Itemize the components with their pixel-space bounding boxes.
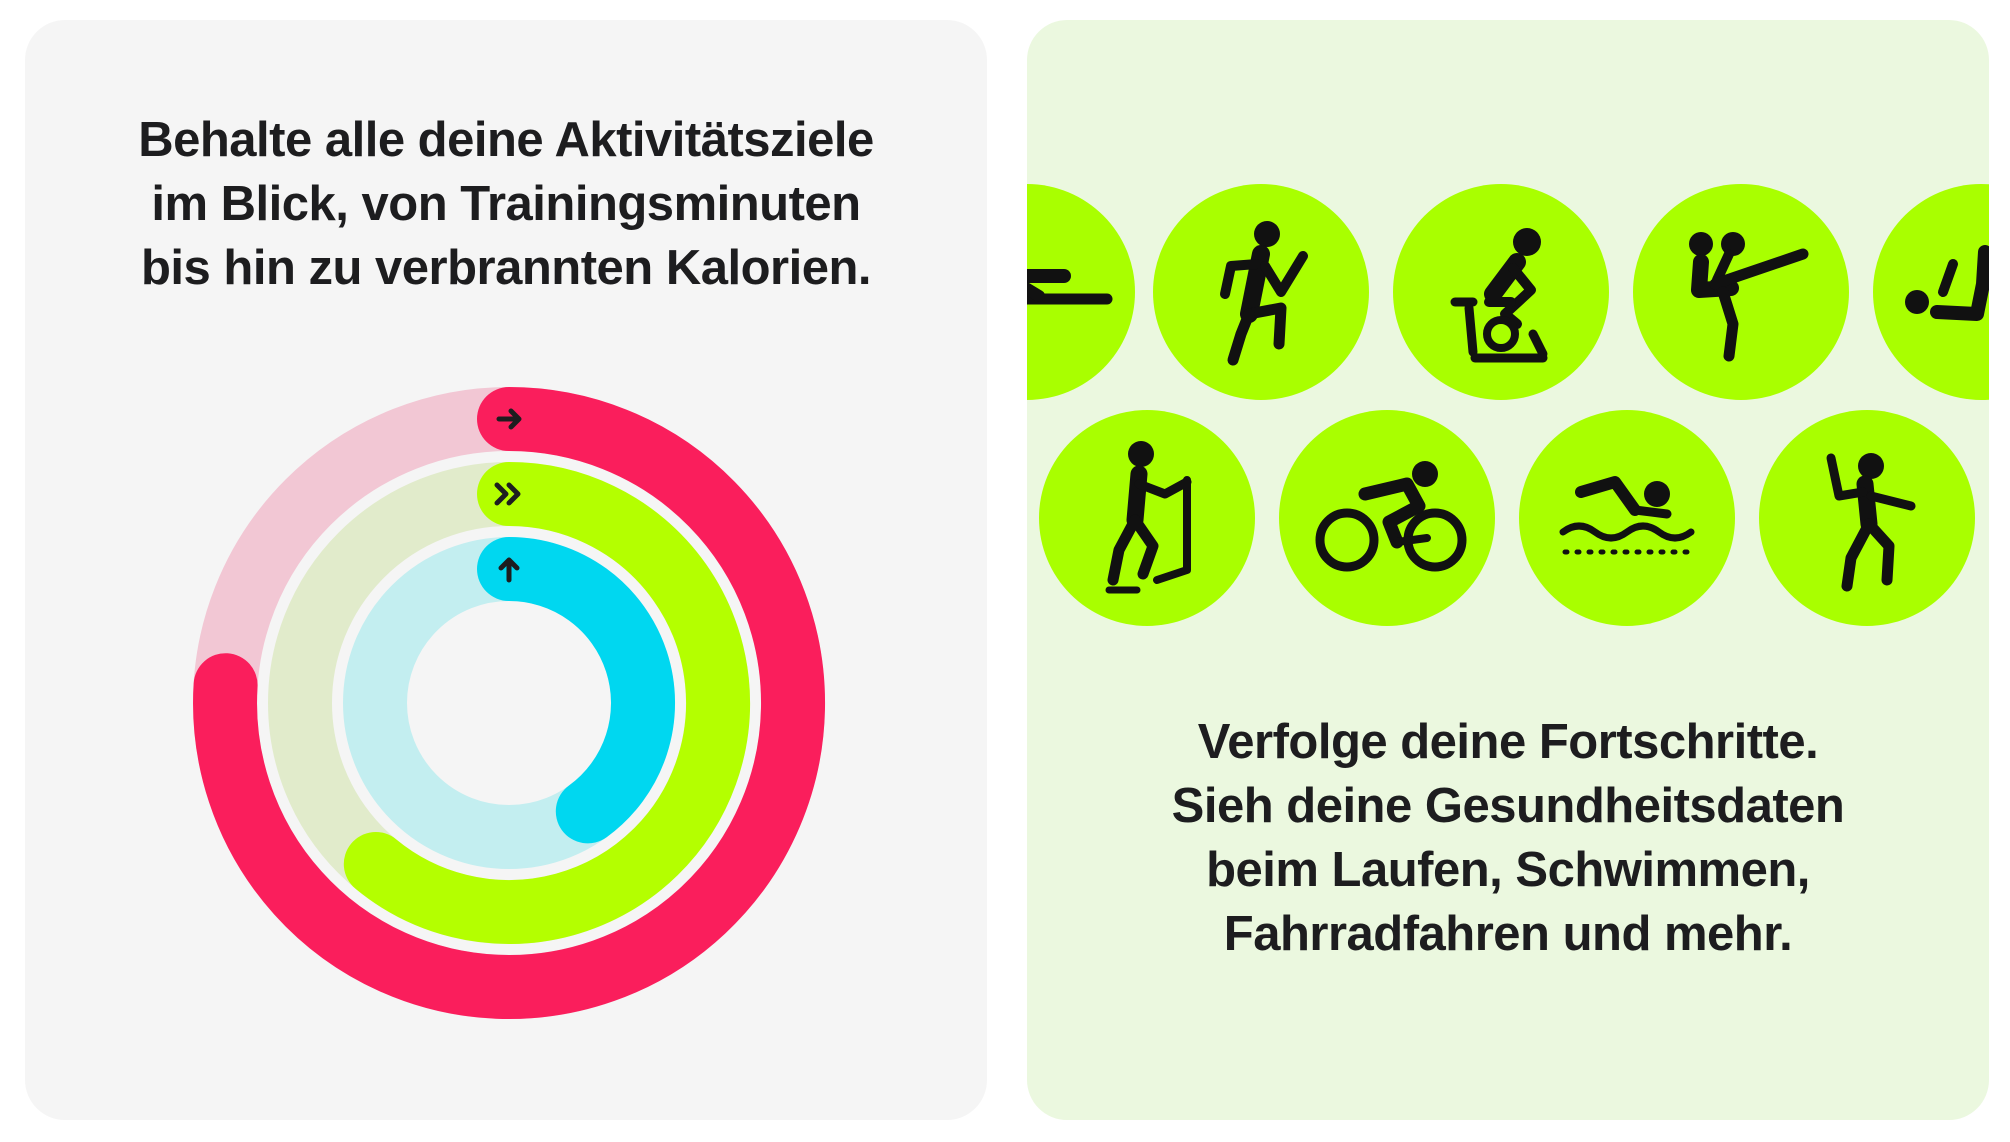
move-ring-progress bbox=[193, 387, 826, 1019]
core-training-tile bbox=[1873, 184, 1989, 400]
rowing-tile bbox=[1027, 184, 1135, 400]
activity-headline: Behalte alle deine Aktivitätsziele im Bl… bbox=[25, 108, 987, 300]
stand-ring bbox=[343, 537, 676, 869]
double-chevron-right-icon bbox=[494, 482, 521, 506]
swimming-icon bbox=[1519, 410, 1735, 626]
kickboxing-tile bbox=[1633, 184, 1849, 400]
headline-line: beim Laufen, Schwimmen, bbox=[1206, 843, 1810, 897]
headline-line: Verfolge deine Fortschritte. bbox=[1197, 715, 1819, 769]
activity-rings-card: Behalte alle deine Aktivitätsziele im Bl… bbox=[25, 20, 987, 1120]
headline-line: bis hin zu verbrannten Kalorien. bbox=[140, 241, 872, 295]
swimming-tile bbox=[1519, 410, 1735, 626]
dance-tile bbox=[1759, 410, 1975, 626]
headline-line: Behalte alle deine Aktivitätsziele bbox=[138, 113, 874, 167]
rowing-icon bbox=[1027, 184, 1135, 400]
arrow-right-icon bbox=[496, 408, 522, 430]
workouts-headline: Verfolge deine Fortschritte. Sieh deine … bbox=[1027, 710, 1989, 966]
cycling-tile bbox=[1279, 410, 1495, 626]
kickboxing-icon bbox=[1633, 184, 1849, 400]
exercise-ring bbox=[268, 462, 750, 944]
indoor-cycle-tile bbox=[1393, 184, 1609, 400]
indoor-cycle-icon bbox=[1393, 184, 1609, 400]
elliptical-tile bbox=[1039, 410, 1255, 626]
headline-line: Sieh deine Gesundheitsdaten bbox=[1171, 779, 1845, 833]
elliptical-icon bbox=[1039, 410, 1255, 626]
activity-rings bbox=[193, 387, 826, 1019]
core-training-icon bbox=[1873, 184, 1989, 400]
move-ring bbox=[193, 387, 826, 1019]
running-icon bbox=[1153, 184, 1369, 400]
workouts-card: Verfolge deine Fortschritte. Sieh deine … bbox=[1027, 20, 1989, 1120]
cycling-icon bbox=[1279, 410, 1495, 626]
stand-ring-progress bbox=[477, 537, 676, 844]
headline-line: im Blick, von Trainingsminuten bbox=[151, 177, 861, 231]
dance-icon bbox=[1759, 410, 1975, 626]
headline-line: Fahrradfahren und mehr. bbox=[1223, 907, 1793, 961]
exercise-ring-progress bbox=[343, 462, 750, 944]
arrow-up-icon bbox=[498, 557, 520, 583]
running-tile bbox=[1153, 184, 1369, 400]
